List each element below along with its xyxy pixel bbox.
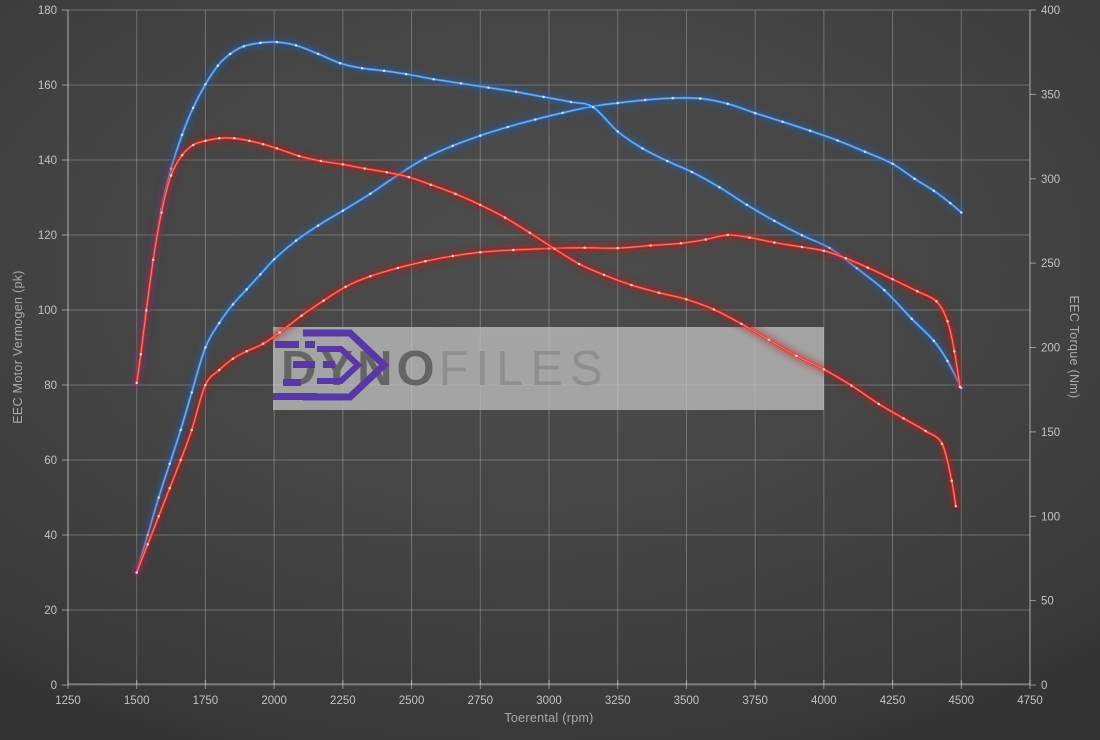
x-tick-label: 4750: [1017, 695, 1043, 707]
y-left-tick-label: 180: [38, 5, 57, 17]
y-left-tick-label: 0: [51, 680, 57, 692]
y-left-tick-label: 40: [44, 530, 57, 542]
y-left-tick-label: 100: [38, 305, 57, 317]
x-tick-label: 1750: [193, 695, 219, 707]
y-left-tick-label: 120: [38, 230, 57, 242]
x-tick-label: 1500: [124, 695, 150, 707]
x-tick-label: 3750: [742, 695, 768, 707]
y-left-tick-label: 60: [44, 455, 57, 467]
x-axis-title: Toerental (rpm): [504, 711, 594, 725]
y-right-tick-label: 400: [1041, 5, 1060, 17]
y-axis-title-left: EEC Motor Vermogen (pk): [11, 270, 25, 424]
y-axis-title-right: EEC Torque (Nm): [1067, 295, 1081, 399]
y-right-tick-label: 150: [1041, 427, 1060, 439]
y-left-tick-label: 160: [38, 80, 57, 92]
x-tick-label: 2000: [261, 695, 287, 707]
y-right-tick-label: 300: [1041, 174, 1060, 186]
x-tick-label: 3000: [536, 695, 562, 707]
y-left-tick-label: 140: [38, 155, 57, 167]
x-tick-label: 1250: [55, 695, 81, 707]
y-right-tick-label: 200: [1041, 343, 1060, 355]
y-right-tick-label: 0: [1041, 680, 1047, 692]
x-tick-label: 3500: [674, 695, 700, 707]
brand-files-text: Files: [438, 341, 610, 396]
dynofiles-watermark: Dyno Files: [273, 327, 824, 410]
x-tick-label: 3250: [605, 695, 631, 707]
x-tick-label: 4000: [811, 695, 837, 707]
x-tick-label: 2500: [399, 695, 425, 707]
y-right-tick-label: 50: [1041, 596, 1054, 608]
y-right-tick-label: 350: [1041, 89, 1060, 101]
y-left-tick-label: 20: [44, 605, 57, 617]
y-left-tick-label: 80: [44, 380, 57, 392]
dynofiles-logo-icon: [273, 329, 390, 401]
y-right-tick-label: 100: [1041, 511, 1060, 523]
x-tick-label: 4500: [948, 695, 974, 707]
x-tick-label: 2250: [330, 695, 356, 707]
y-right-tick-label: 250: [1041, 258, 1060, 270]
x-tick-label: 2750: [467, 695, 493, 707]
x-tick-label: 4250: [880, 695, 906, 707]
